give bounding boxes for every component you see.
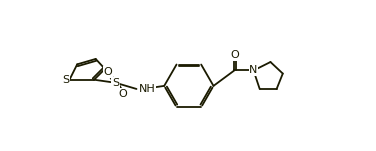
Text: S: S (62, 75, 69, 85)
Text: S: S (112, 78, 119, 88)
Text: N: N (249, 66, 258, 76)
Text: O: O (118, 89, 127, 99)
Text: O: O (230, 50, 239, 60)
Text: NH: NH (139, 84, 156, 94)
Text: O: O (104, 67, 112, 77)
